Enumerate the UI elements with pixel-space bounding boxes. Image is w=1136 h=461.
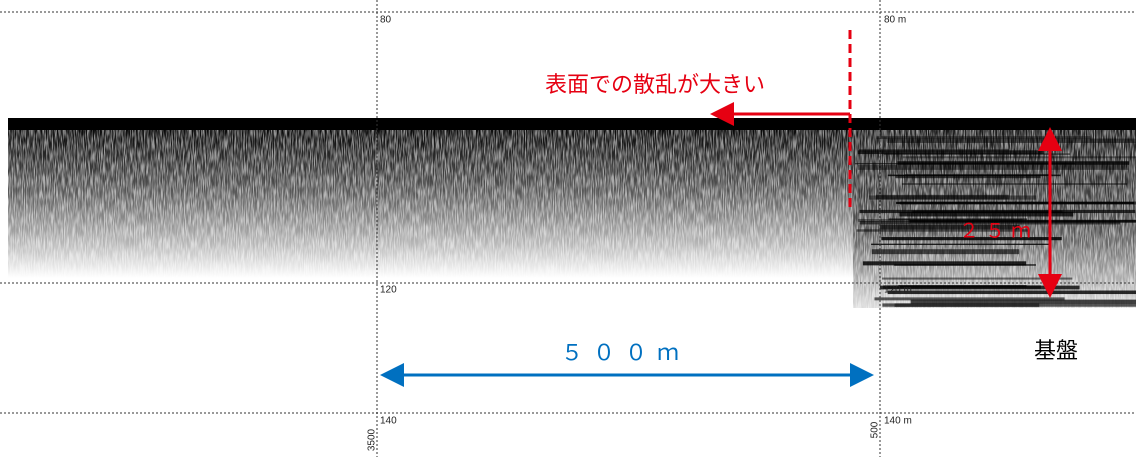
stripe	[903, 156, 1136, 158]
stripe	[863, 261, 1026, 265]
stripe	[887, 139, 1136, 143]
grid-label: 120 m	[884, 285, 912, 296]
stripe	[888, 291, 1136, 295]
stripe	[869, 195, 1036, 199]
stripe	[872, 249, 1019, 254]
annotation: ５００ｍ	[561, 341, 689, 366]
grid-label: 80	[380, 15, 392, 26]
annotation: 表面での散乱が大きい	[545, 73, 765, 98]
annotation: 基盤	[1034, 339, 1078, 364]
stripe	[858, 165, 1128, 170]
stripe	[860, 210, 1136, 213]
distance-label: 500	[870, 421, 881, 438]
stripe	[911, 300, 1136, 304]
grid-label: 140 m	[884, 416, 912, 427]
stripe	[877, 136, 1091, 139]
stripe	[895, 303, 1040, 307]
distance-label: 3500	[367, 428, 378, 451]
grid-label: 140	[380, 416, 397, 427]
stripe	[900, 202, 1136, 205]
stripe	[884, 154, 1070, 155]
stripe	[859, 149, 1009, 151]
grid-label: 120	[380, 285, 397, 296]
annotation: ２５ｍ	[959, 219, 1037, 243]
profile-image: 80 80 m 120 120 m 140 140 m 3500 500 表面で…	[0, 0, 1136, 457]
stripe	[871, 244, 1049, 245]
stripe	[905, 174, 1052, 175]
seafloor	[8, 118, 1136, 130]
stripe	[898, 285, 1026, 287]
stripe	[855, 163, 1075, 164]
stripe	[902, 183, 1127, 184]
grid-label: 80 m	[884, 15, 906, 26]
stripe	[882, 278, 1072, 280]
